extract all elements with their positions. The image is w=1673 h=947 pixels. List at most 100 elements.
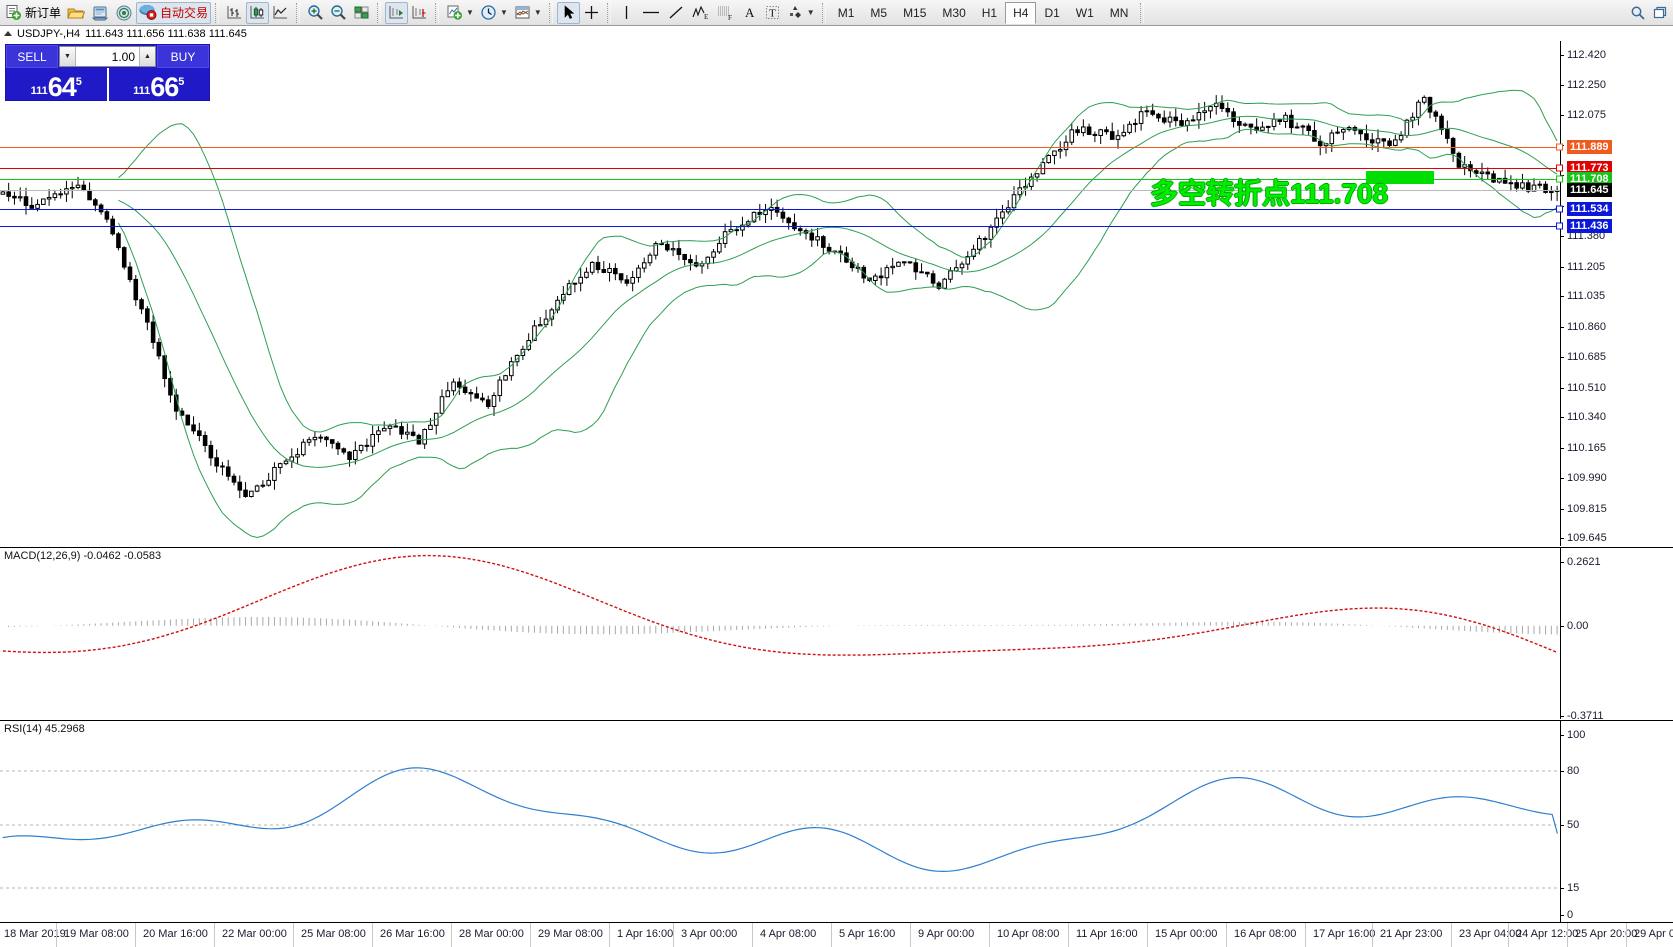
- timeframe-m1[interactable]: M1: [837, 5, 855, 20]
- time-tick: [530, 923, 531, 947]
- tile-windows-button[interactable]: [350, 2, 373, 24]
- indicators-button[interactable]: ▼: [443, 2, 477, 24]
- crosshair-button[interactable]: [580, 2, 603, 24]
- time-axis-label: 29 Mar 08:00: [538, 928, 603, 940]
- price-plot-area[interactable]: 多空转折点111.708: [0, 41, 1560, 546]
- price-tick: [1560, 84, 1564, 86]
- volume-input[interactable]: 1.00: [76, 47, 139, 66]
- level-line[interactable]: [0, 167, 1560, 169]
- line-chart-button[interactable]: [269, 2, 292, 24]
- cursor-button[interactable]: [556, 1, 580, 24]
- time-axis[interactable]: 18 Mar 2019 19 Mar 08:00 20 Mar 16:00 22 Ma…: [0, 922, 1673, 947]
- fibonacci-button[interactable]: F: [713, 2, 738, 24]
- timeframe-m5[interactable]: M5: [870, 5, 888, 20]
- time-axis-label: 28 Mar 00:00: [459, 928, 524, 940]
- new-order-icon: [6, 5, 21, 20]
- text-button[interactable]: A: [738, 2, 761, 24]
- level-line[interactable]: [0, 178, 1560, 180]
- level-price-tag[interactable]: 111.708: [1567, 171, 1612, 186]
- restore-icon: [1653, 6, 1667, 18]
- macd-pane: MACD(12,26,9) -0.0462 -0.0583 0.2621 0.00…: [0, 547, 1673, 722]
- new-order-label: 新订单: [25, 6, 62, 20]
- chart-annotation[interactable]: 多空转折点111.708: [1150, 177, 1389, 209]
- timeframe-m30[interactable]: M30: [942, 5, 966, 20]
- rsi-tick-label: 100: [1567, 729, 1586, 741]
- candlestick-chart-button[interactable]: [246, 1, 270, 24]
- zoom-in-button[interactable]: [304, 2, 327, 24]
- timeframe-h1[interactable]: H1: [981, 5, 998, 20]
- level-price-tag[interactable]: 111.436: [1567, 219, 1612, 234]
- folder-button[interactable]: [64, 2, 88, 24]
- text-label-button[interactable]: T: [761, 2, 784, 24]
- volume-stepper[interactable]: ▼ 1.00 ▲: [59, 46, 156, 67]
- vertical-line-button[interactable]: [615, 2, 638, 24]
- level-handle[interactable]: [1556, 222, 1563, 230]
- rsi-plot-area[interactable]: [0, 721, 1560, 922]
- level-line[interactable]: [0, 226, 1560, 228]
- chart-shift-button[interactable]: [408, 2, 431, 24]
- timeframe-m15[interactable]: M15: [903, 5, 927, 20]
- level-handle[interactable]: [1556, 143, 1563, 151]
- candlestick-chart-icon: [250, 6, 265, 19]
- level-handle[interactable]: [1556, 205, 1563, 213]
- chevron-down-icon[interactable]: ▼: [533, 7, 542, 17]
- templates-button[interactable]: ▼: [511, 2, 545, 24]
- timeframe-h4[interactable]: H4: [1005, 1, 1037, 24]
- sell-button[interactable]: SELL: [6, 45, 58, 68]
- macd-plot-area[interactable]: [0, 548, 1560, 719]
- trendline-button[interactable]: [664, 2, 688, 24]
- sell-price-display[interactable]: 111 64 5: [6, 68, 107, 101]
- chevron-down-icon[interactable]: ▼: [466, 7, 474, 17]
- indicators-icon: [447, 5, 463, 20]
- zoom-out-button[interactable]: [327, 2, 350, 24]
- level-price-tag[interactable]: 111.889: [1567, 140, 1612, 155]
- chevron-down-icon[interactable]: ▼: [499, 7, 508, 17]
- level-line[interactable]: [0, 147, 1560, 149]
- level-handle[interactable]: [1556, 164, 1563, 172]
- price-tick-label: 110.510: [1567, 381, 1606, 394]
- time-tick: [1508, 923, 1509, 947]
- price-axis[interactable]: 112.420 112.250 112.075 111.380 111.205 111.0…: [1556, 41, 1673, 546]
- shapes-button[interactable]: ▼: [784, 2, 818, 24]
- time-tick: [1626, 923, 1627, 947]
- level-line[interactable]: [0, 189, 1560, 191]
- macd-axis[interactable]: 0.2621 0.00 -0.3711: [1560, 548, 1673, 722]
- buy-price-prefix: 111: [133, 85, 151, 97]
- new-order-button[interactable]: 新订单: [2, 2, 64, 24]
- chevron-down-icon[interactable]: ▼: [806, 7, 815, 17]
- level-price-tag[interactable]: 111.773: [1567, 160, 1612, 175]
- level-line[interactable]: [0, 209, 1560, 211]
- price-tick: [1560, 115, 1564, 116]
- periods-button[interactable]: ▼: [477, 2, 511, 24]
- buy-button[interactable]: BUY: [157, 45, 209, 68]
- horizontal-line-button[interactable]: [638, 2, 664, 24]
- autotrading-button[interactable]: 自动交易: [136, 1, 212, 24]
- signals-button[interactable]: [112, 2, 136, 24]
- auto-scroll-button[interactable]: [385, 1, 409, 24]
- level-price-tag[interactable]: 111.645: [1567, 182, 1612, 197]
- timeframe-w1[interactable]: W1: [1075, 5, 1094, 20]
- collapse-triangle-icon[interactable]: [4, 31, 12, 36]
- line-chart-icon: [273, 6, 288, 19]
- volume-increase-button[interactable]: ▲: [139, 47, 155, 66]
- time-tick: [1567, 923, 1568, 947]
- search-button[interactable]: [1627, 2, 1649, 24]
- terminal-button[interactable]: [88, 2, 112, 24]
- bar-chart-button[interactable]: [223, 2, 246, 24]
- svg-text:F: F: [728, 14, 732, 21]
- restore-button[interactable]: [1649, 2, 1671, 24]
- volume-decrease-button[interactable]: ▼: [60, 47, 76, 66]
- price-tick-label: 112.075: [1567, 109, 1606, 121]
- level-handle[interactable]: [1556, 175, 1563, 183]
- price-pane: 多空转折点111.708 112.420 112.250 112.075 111.38…: [0, 41, 1673, 546]
- timeframe-mn[interactable]: MN: [1109, 5, 1129, 20]
- elliott-wave-button[interactable]: E: [688, 2, 713, 24]
- rsi-axis[interactable]: 100 80 50 15 0: [1560, 721, 1673, 922]
- one-click-trading-panel: SELL ▼ 1.00 ▲ BUY 111 64 5 111 66 5: [5, 44, 210, 101]
- buy-price-display[interactable]: 111 66 5: [106, 68, 210, 101]
- level-price-tag[interactable]: 111.534: [1567, 202, 1612, 217]
- crosshair-icon: [584, 6, 598, 19]
- fibonacci-icon: F: [717, 6, 732, 21]
- timeframe-d1[interactable]: D1: [1044, 5, 1060, 20]
